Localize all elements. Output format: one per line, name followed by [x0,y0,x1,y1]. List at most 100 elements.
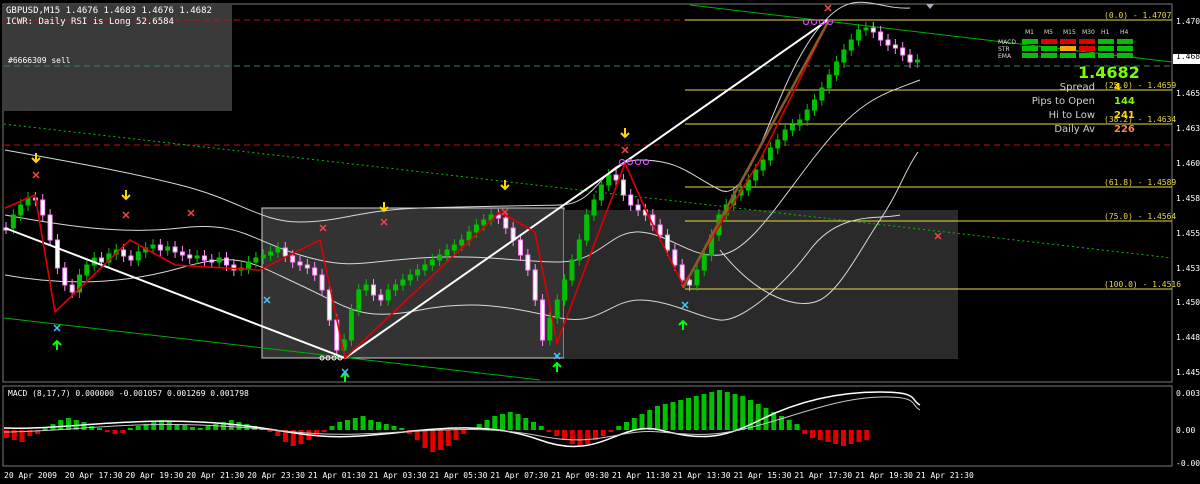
matrix-cell [1022,46,1038,51]
macd-bar [515,414,521,430]
macd-bar [732,394,738,430]
candle-body [253,257,259,263]
sell-arrow-icon [121,190,131,201]
macd-bar [66,418,71,430]
info-value: 241 [1114,110,1135,121]
candle-body [348,309,354,341]
macd-bar [856,430,862,442]
candle-body [312,267,318,276]
candle-body [165,246,171,251]
shift-marker-icon[interactable] [926,4,934,9]
macd-bar [89,426,95,430]
candle-body [576,239,582,261]
macd-bar [500,414,505,430]
price-axis-label: 1.4505 [1176,298,1200,308]
matrix-cell [1117,53,1133,58]
matrix-cell [1098,53,1114,58]
candle-body [304,264,310,269]
candle-body [62,267,68,286]
macd-bar [120,430,126,433]
signal-markers [31,4,942,382]
cyan-cross-icon [53,324,61,332]
macd-bar [476,424,482,430]
macd-bar [321,430,327,432]
macd-bar [779,416,784,430]
upper-channel-line [689,4,1173,63]
pivot-circle [818,18,826,26]
candle-body [679,264,685,281]
candle-body [444,249,450,256]
macd-bar [631,418,637,430]
macd-bar [267,430,273,432]
candle-body [841,49,847,63]
macd-bar [182,425,188,430]
lower-channel-line [3,317,541,381]
macd-bar [135,426,141,430]
macd-bar [531,422,536,430]
time-axis-label: 20 Apr 19:30 [125,471,184,480]
macd-bar [4,430,9,438]
macd-bar [42,428,48,430]
candle-body [363,284,369,291]
price-axis-label: 1.4480 [1176,333,1200,343]
sell-arrow-icon [500,180,510,191]
macd-bar [112,430,118,434]
macd-bar [244,424,250,430]
candle-body [540,299,546,341]
candle-body [892,44,898,49]
zigzag-line [4,21,829,360]
fib-level-label: (25.0) - 1.4659 [1104,81,1177,90]
info-label: Daily Av [1054,124,1095,135]
matrix-cell [1041,53,1057,58]
macd-panel-border [2,385,1173,467]
macd-bar [35,430,40,434]
candle-body [459,239,465,246]
macd-lines [3,391,921,448]
candle-body [400,279,406,286]
macd-bar [546,430,552,432]
candle-body [99,257,105,263]
pivot-circle [626,158,634,166]
time-axis-label: 21 Apr 09:30 [551,471,609,480]
candle-body [694,269,700,286]
macd-bar [554,430,560,436]
candle-body [848,39,854,51]
candle-body [451,244,457,251]
symbol-title: GBPUSD,M15 1.4676 1.4683 1.4676 1.4682 [6,6,212,16]
candle-body [562,279,568,301]
info-value: 4 [1114,82,1121,93]
red-cross-icon [621,146,629,154]
fib-level-label: (61.8) - 1.4589 [1104,178,1177,187]
info-value: 226 [1114,124,1135,135]
bollinger-bands [4,1,921,321]
candle-body [804,109,810,121]
info-value: 144 [1114,96,1135,107]
macd-bar [352,418,358,430]
matrix-cell [1098,39,1114,44]
macd-label: MACD (8,17,7) 0.000000 -0.001057 0.00126… [8,389,249,398]
macd-bar [693,396,699,430]
candle-body [422,264,428,271]
macd-bar [337,422,343,430]
macd-bar [763,408,769,430]
macd-bar [422,430,428,448]
cyan-cross-icon [681,301,689,309]
candle-body [547,317,553,341]
macd-bar [616,426,622,430]
price-axis-label: 1.4530 [1176,263,1200,273]
macd-bar [205,426,211,430]
price-panel-border [2,3,1173,383]
red-cross-icon [380,218,388,226]
candle-body [201,255,207,261]
macd-bar [600,430,606,436]
order-label[interactable]: #6666309 sell [8,56,71,65]
matrix-cell [1079,46,1095,51]
fib-level-label: (0.0) - 1.4707 [1104,11,1172,20]
macd-bar [414,430,420,440]
info-overlay-box [4,5,232,111]
matrix-row-label: EMA [998,53,1012,60]
pivot-circle [802,18,810,26]
range-box-2 [564,210,958,359]
